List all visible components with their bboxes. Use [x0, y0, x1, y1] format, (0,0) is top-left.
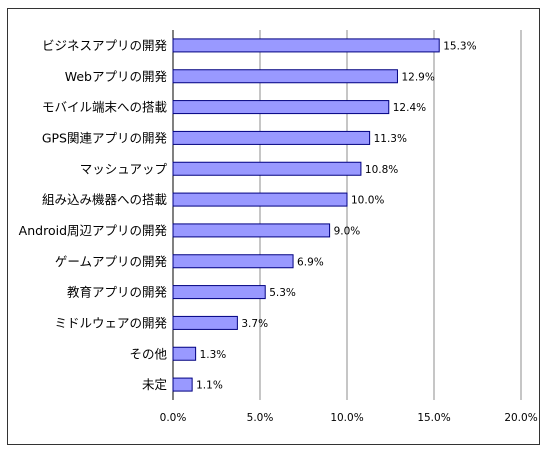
- value-label: 1.1%: [196, 380, 223, 392]
- category-label: ゲームアプリの開発: [55, 254, 168, 269]
- bar: [172, 377, 193, 392]
- x-tick-label: 5.0%: [247, 412, 274, 424]
- value-label: 11.3%: [374, 133, 407, 145]
- value-label: 6.9%: [297, 256, 324, 268]
- x-tick-label: 0.0%: [160, 412, 187, 424]
- category-label: 教育アプリの開発: [67, 285, 168, 300]
- labels: 0.0% 5.0% 10.0% 15.0% 20.0% ビジネスアプリの開発 15.3% We…: [19, 38, 538, 424]
- bar: [172, 285, 266, 300]
- category-label: Webアプリの開発: [65, 69, 168, 84]
- category-label: 組み込み機器への搭載: [42, 192, 168, 207]
- category-label: その他: [129, 346, 167, 361]
- bar: [172, 223, 331, 238]
- bar: [172, 346, 197, 361]
- category-label: 未定: [142, 377, 167, 392]
- bars: [172, 38, 440, 392]
- value-label: 1.3%: [200, 349, 227, 361]
- category-label: モバイル端末への搭載: [42, 100, 168, 115]
- bar: [172, 161, 362, 176]
- value-label: 12.9%: [401, 71, 434, 83]
- value-label: 3.7%: [241, 318, 268, 330]
- category-label: GPS関連アプリの開発: [42, 130, 168, 145]
- gridlines: [172, 30, 522, 400]
- category-label: Android周辺アプリの開発: [19, 223, 168, 238]
- value-label: 12.4%: [393, 102, 426, 114]
- value-label: 9.0%: [334, 225, 361, 237]
- bar: [172, 100, 390, 115]
- value-label: 10.0%: [351, 195, 384, 207]
- x-tick-label: 20.0%: [504, 412, 537, 424]
- category-label: ミドルウェアの開発: [54, 315, 167, 330]
- value-label: 10.8%: [365, 164, 398, 176]
- category-label: ビジネスアプリの開発: [42, 38, 168, 53]
- bar: [172, 38, 440, 53]
- x-tick-label: 10.0%: [330, 412, 363, 424]
- bar: [172, 254, 294, 269]
- category-label: マッシュアップ: [80, 161, 168, 176]
- value-label: 15.3%: [443, 40, 476, 52]
- bar: [172, 130, 371, 145]
- bar: [172, 69, 398, 84]
- bar: [172, 192, 348, 207]
- bar: [172, 315, 238, 330]
- x-tick-label: 15.0%: [417, 412, 450, 424]
- value-label: 5.3%: [269, 287, 296, 299]
